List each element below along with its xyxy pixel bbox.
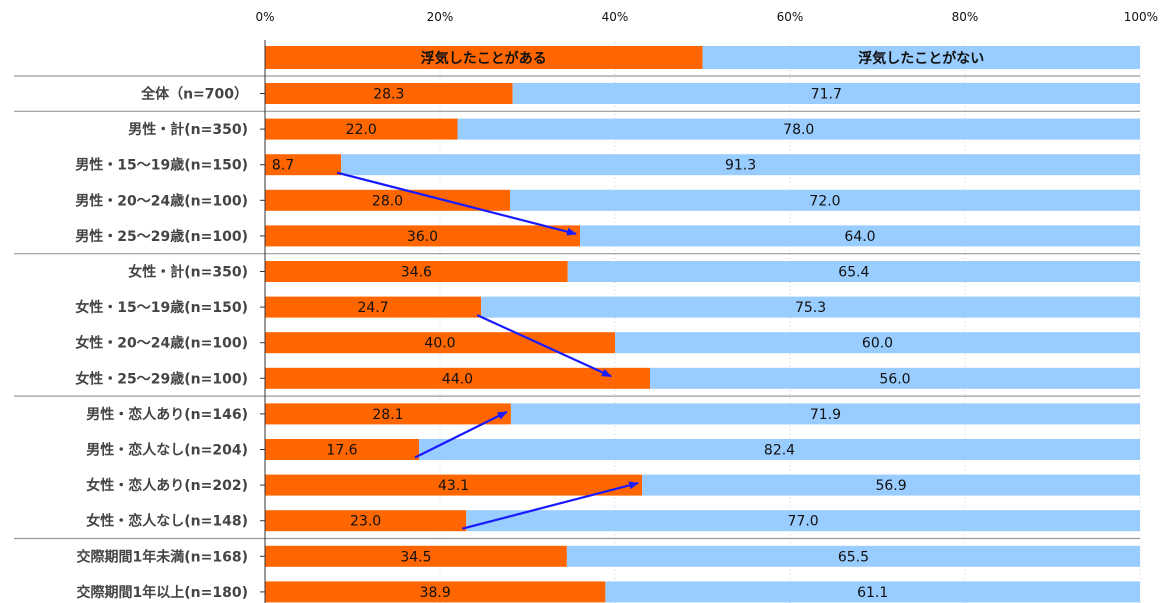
bar-yes bbox=[265, 581, 606, 603]
category-label: 女性・15～19歳(n=150) bbox=[75, 299, 248, 316]
legend: 浮気したことがある 浮気したことがない bbox=[265, 46, 1140, 69]
row-separators bbox=[14, 75, 1140, 540]
value-labels: 28.3 71.7 22.0 78.0 8.7 91.3 28.0 72.0 36.0 64.0 3… bbox=[272, 87, 911, 601]
x-tick-label: 0% bbox=[255, 10, 274, 24]
value-label-no: 71.9 bbox=[810, 407, 841, 423]
value-label-no: 64.0 bbox=[844, 229, 875, 245]
value-label-no: 91.3 bbox=[725, 158, 756, 174]
category-label: 男性・25～29歳(n=100) bbox=[75, 228, 248, 245]
value-label-yes: 38.9 bbox=[420, 585, 451, 601]
bar-yes bbox=[265, 545, 567, 567]
bar-yes bbox=[265, 403, 511, 425]
value-label-no: 77.0 bbox=[788, 514, 819, 530]
bar-no bbox=[512, 83, 1140, 104]
bar-yes bbox=[265, 189, 510, 211]
value-label-no: 61.1 bbox=[857, 585, 888, 601]
category-label: 交際期間1年未満(n=168) bbox=[77, 548, 248, 565]
bar-yes bbox=[265, 510, 467, 532]
value-label-yes: 28.1 bbox=[372, 407, 403, 423]
trend-arrows bbox=[336, 171, 640, 530]
bar-no bbox=[566, 545, 1140, 567]
bar-no bbox=[510, 189, 1140, 211]
bar-no bbox=[457, 118, 1140, 140]
bar-yes bbox=[265, 154, 342, 176]
x-tick-label: 20% bbox=[427, 10, 454, 24]
value-label-yes: 36.0 bbox=[407, 229, 438, 245]
value-label-no: 75.3 bbox=[795, 300, 826, 316]
category-label: 女性・20～24歳(n=100) bbox=[75, 335, 248, 352]
x-tick-label: 60% bbox=[777, 10, 804, 24]
value-label-no: 56.9 bbox=[875, 478, 906, 494]
category-labels: 全体（n=700） 男性・計(n=350) 男性・15～19歳(n=150) 男性・2… bbox=[75, 86, 265, 601]
bar-yes bbox=[265, 296, 482, 318]
value-label-yes: 28.3 bbox=[373, 87, 404, 103]
x-tick-label: 40% bbox=[602, 10, 629, 24]
category-label: 全体（n=700） bbox=[140, 86, 248, 103]
bar-no bbox=[466, 510, 1140, 532]
gridlines bbox=[439, 42, 1141, 603]
bar-no bbox=[481, 296, 1140, 318]
bar-no bbox=[419, 439, 1140, 460]
value-label-no: 71.7 bbox=[811, 87, 842, 103]
legend-swatch-no bbox=[702, 46, 1140, 69]
bar-yes bbox=[265, 261, 568, 282]
bar-no bbox=[341, 154, 1140, 176]
category-label: 女性・恋人なし(n=148) bbox=[86, 513, 248, 530]
category-label: 女性・計(n=350) bbox=[128, 264, 248, 281]
category-label: 女性・25～29歳(n=100) bbox=[75, 370, 248, 387]
category-label: 男性・恋人あり(n=146) bbox=[86, 406, 248, 423]
bar-yes bbox=[265, 83, 513, 104]
legend-swatch-yes bbox=[265, 46, 703, 69]
value-label-yes: 17.6 bbox=[326, 443, 357, 459]
trend-arrow bbox=[336, 171, 577, 236]
trend-arrow bbox=[476, 314, 612, 378]
value-label-no: 60.0 bbox=[862, 336, 893, 352]
value-label-no: 56.0 bbox=[879, 371, 910, 387]
value-label-yes: 43.1 bbox=[438, 478, 469, 494]
trend-arrow bbox=[414, 410, 508, 459]
bar-no bbox=[510, 403, 1140, 425]
value-label-yes: 34.5 bbox=[400, 549, 431, 565]
bar-no bbox=[642, 474, 1140, 496]
trend-arrow bbox=[461, 481, 640, 530]
bar-yes bbox=[265, 225, 580, 247]
bar-no bbox=[605, 581, 1140, 603]
category-label: 女性・恋人あり(n=202) bbox=[86, 477, 248, 494]
category-label: 男性・計(n=350) bbox=[128, 121, 248, 138]
value-label-no: 65.4 bbox=[838, 265, 869, 281]
value-label-yes: 34.6 bbox=[401, 265, 432, 281]
legend-label-no: 浮気したことがない bbox=[858, 50, 984, 67]
value-label-yes: 40.0 bbox=[424, 336, 455, 352]
value-label-yes: 44.0 bbox=[442, 371, 473, 387]
bars bbox=[265, 83, 1140, 603]
value-label-yes: 8.7 bbox=[272, 158, 294, 174]
bar-no bbox=[567, 261, 1140, 282]
value-label-no: 65.5 bbox=[838, 549, 869, 565]
value-label-yes: 23.0 bbox=[350, 514, 381, 530]
value-label-yes: 24.7 bbox=[357, 300, 388, 316]
legend-label-yes: 浮気したことがある bbox=[421, 50, 547, 67]
value-label-no: 78.0 bbox=[783, 122, 814, 138]
x-tick-label: 100% bbox=[1124, 10, 1158, 24]
category-label: 男性・15～19歳(n=150) bbox=[75, 157, 248, 174]
bar-no bbox=[650, 367, 1140, 389]
bar-yes bbox=[265, 367, 650, 389]
value-label-no: 72.0 bbox=[809, 193, 840, 209]
bar-no bbox=[615, 332, 1140, 354]
category-label: 交際期間1年以上(n=180) bbox=[77, 584, 248, 601]
category-label: 男性・恋人なし(n=204) bbox=[86, 442, 248, 459]
category-label: 男性・20～24歳(n=100) bbox=[75, 192, 248, 209]
x-axis-ticks: 0% 20% 40% 60% 80% 100% bbox=[255, 10, 1158, 24]
bar-no bbox=[580, 225, 1140, 247]
bar-yes bbox=[265, 474, 643, 496]
value-label-no: 82.4 bbox=[764, 443, 795, 459]
bar-yes bbox=[265, 118, 458, 140]
bar-yes bbox=[265, 439, 419, 460]
value-label-yes: 28.0 bbox=[372, 193, 403, 209]
value-label-yes: 22.0 bbox=[346, 122, 377, 138]
x-tick-label: 80% bbox=[952, 10, 979, 24]
